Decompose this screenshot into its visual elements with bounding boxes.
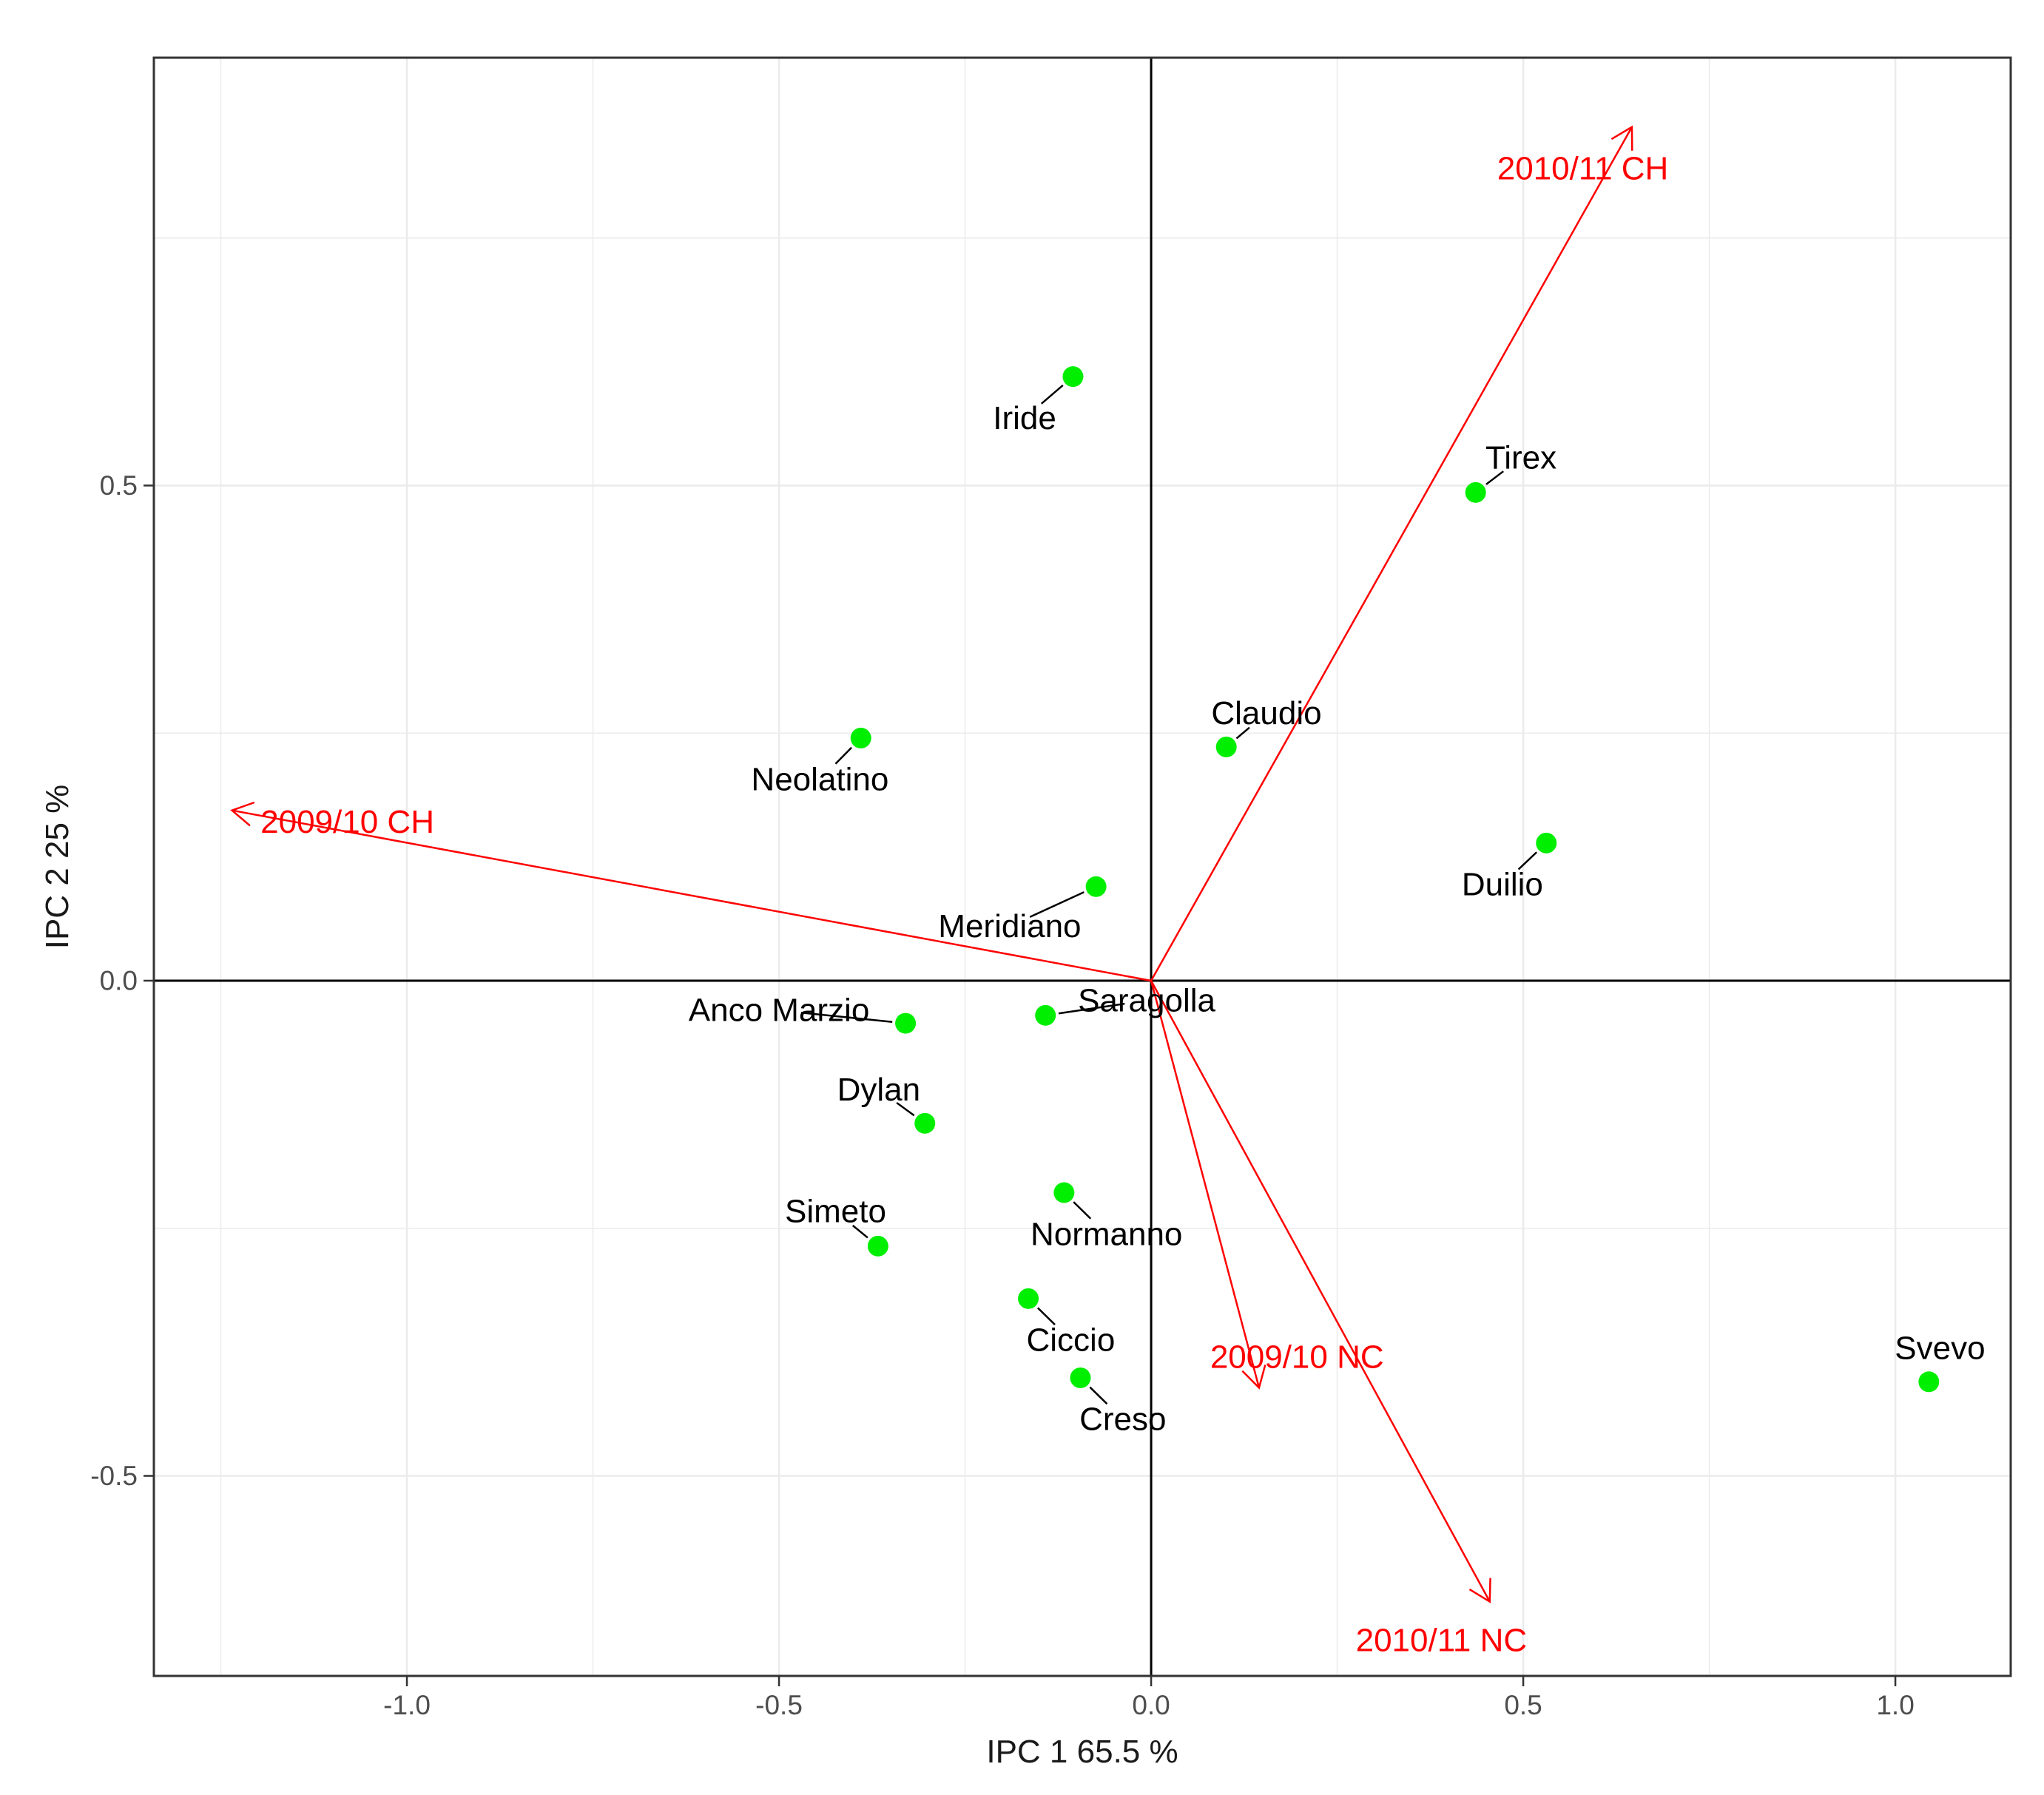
data-point (1035, 1004, 1056, 1026)
data-label: Saragolla (1078, 982, 1215, 1018)
data-point (1918, 1371, 1940, 1393)
data-label: Anco Marzio (689, 993, 870, 1029)
label-leader-line (1235, 726, 1250, 740)
x-tick-label: 0.5 (1504, 1690, 1542, 1720)
data-point (1018, 1288, 1039, 1309)
data-point (1085, 876, 1107, 897)
data-point (867, 1235, 888, 1257)
data-label: Dylan (837, 1072, 921, 1108)
vector-label: 2009/10 NC (1210, 1339, 1384, 1375)
data-point (914, 1112, 936, 1134)
x-tick-label: 1.0 (1876, 1690, 1914, 1720)
label-leader-line (1058, 1002, 1125, 1015)
data-point (1070, 1367, 1091, 1388)
x-axis-title: IPC 1 65.5 % (986, 1734, 1178, 1770)
data-point (850, 727, 871, 748)
label-leader-line (1517, 851, 1538, 871)
data-label: Simeto (785, 1193, 886, 1229)
vector-arrowhead (1610, 125, 1633, 151)
y-axis-title: IPC 2 25 % (39, 785, 75, 950)
vector-arrowhead (1468, 1578, 1491, 1603)
data-label: Tirex (1485, 439, 1556, 476)
y-tick-label: 0.5 (100, 470, 138, 501)
data-label: Creso (1079, 1402, 1166, 1438)
label-leader-line (1089, 1386, 1108, 1405)
vector-arrowhead (1241, 1365, 1266, 1390)
label-leader-line (1029, 891, 1085, 918)
label-leader-line (896, 1101, 915, 1117)
data-points (850, 366, 1940, 1393)
vector-label: 2010/11 NC (1356, 1622, 1528, 1658)
data-label: Neolatino (751, 762, 888, 798)
label-leader-line (1485, 470, 1504, 485)
data-label: Claudio (1211, 695, 1321, 731)
label-leader-line (1040, 384, 1064, 405)
loading-vectors (230, 125, 1633, 1603)
y-tick-label: -0.5 (90, 1461, 138, 1491)
x-tick-label: -0.5 (755, 1690, 803, 1720)
data-labels: Iride Tirex Claudio Neolatino Duilio Meridian… (260, 150, 1985, 1658)
x-tick-label: -1.0 (383, 1690, 431, 1720)
axis-ticks: -1.0 -0.5 0.0 0.5 1.0 -0.5 0.0 0.5 (90, 470, 1915, 1720)
data-label: Normanno (1031, 1216, 1182, 1252)
vector-arrow (1150, 126, 1633, 981)
vector-label: 2009/10 CH (260, 804, 434, 840)
vector-label: 2010/11 CH (1497, 150, 1669, 186)
label-leader-line (851, 1225, 868, 1239)
data-point (895, 1013, 917, 1034)
label-leader-line (800, 1011, 893, 1023)
data-point (1062, 366, 1084, 388)
data-label: Meridiano (938, 908, 1081, 944)
data-point (1053, 1182, 1075, 1203)
data-label: Iride (993, 400, 1056, 436)
label-leader-line (1037, 1307, 1056, 1325)
panel-border (152, 56, 2012, 1677)
vector-arrowhead (230, 801, 255, 827)
vector-arrow (232, 809, 1152, 982)
data-label: Svevo (1895, 1330, 1985, 1366)
data-point (1536, 832, 1557, 853)
data-label: Duilio (1462, 867, 1543, 903)
label-leader-line (1073, 1201, 1092, 1220)
x-tick-label: 0.0 (1132, 1690, 1170, 1720)
vector-arrow (1150, 980, 1261, 1388)
label-leader-line (834, 746, 852, 765)
data-label: Ciccio (1027, 1322, 1116, 1359)
vector-arrow (1150, 980, 1491, 1603)
data-point (1465, 481, 1486, 503)
plot-panel (154, 58, 2011, 1676)
data-point (1215, 736, 1237, 757)
zero-axis-lines (154, 58, 2011, 1676)
y-tick-label: 0.0 (100, 965, 138, 995)
